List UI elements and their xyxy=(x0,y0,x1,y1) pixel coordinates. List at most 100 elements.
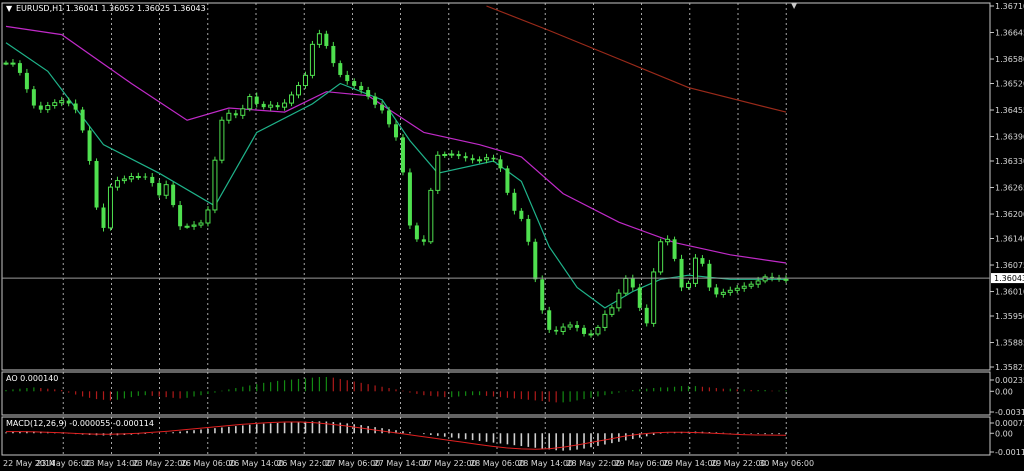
candle-body-up xyxy=(226,112,232,121)
candle-body-up xyxy=(449,153,455,156)
price-tick-label: 1.36140 xyxy=(995,235,1024,244)
candle-body-up xyxy=(484,157,490,161)
candle-body-down xyxy=(637,287,642,308)
candle-body-up xyxy=(665,238,671,243)
dropdown-arrow-icon[interactable]: ▼ xyxy=(6,4,13,13)
candle-body-down xyxy=(505,168,510,193)
candle-body-down xyxy=(407,172,412,226)
candle-body-down xyxy=(400,137,405,173)
candle-body-down xyxy=(373,96,378,105)
price-tick-label: 1.36265 xyxy=(995,184,1024,193)
candle-body-down xyxy=(359,85,364,91)
ao-tick-label: 0.00 xyxy=(995,387,1013,396)
candle-body-down xyxy=(512,192,517,211)
macd-tick-label: 0.000727 xyxy=(995,419,1024,428)
candle-body-up xyxy=(755,280,761,285)
candle-body-down xyxy=(679,258,684,288)
candle-body-down xyxy=(178,205,183,227)
candle-body-up xyxy=(658,241,664,273)
candle-body-down xyxy=(345,74,350,82)
candle-body-down xyxy=(380,104,385,111)
time-tick-label: 28 May 14:00 xyxy=(518,459,573,468)
candle-body-down xyxy=(421,239,426,242)
candle-body-down xyxy=(414,225,419,240)
macd-signal-line xyxy=(6,421,787,450)
candle-body-down xyxy=(233,113,238,116)
candle-body-down xyxy=(582,327,587,334)
candle-body-down xyxy=(554,329,559,332)
price-tick-label: 1.36200 xyxy=(995,210,1024,219)
candle-body-up xyxy=(184,225,190,228)
candle-body-up xyxy=(52,102,58,107)
candle-body-up xyxy=(609,307,615,315)
price-tick-label: 1.36710 xyxy=(995,2,1024,11)
candle-body-down xyxy=(143,176,148,178)
candle-body-up xyxy=(114,180,120,188)
candle-body-up xyxy=(163,184,169,196)
candle-body-up xyxy=(240,108,246,116)
candle-body-up xyxy=(219,119,225,161)
candle-body-down xyxy=(770,276,775,278)
candle-body-down xyxy=(87,130,92,162)
candle-body-down xyxy=(331,45,336,64)
candle-body-up xyxy=(45,105,51,111)
time-tick-label: 23 May 22:00 xyxy=(133,459,188,468)
candle-body-up xyxy=(741,285,747,289)
macd-histogram xyxy=(5,421,787,451)
candle-body-down xyxy=(575,324,580,328)
candle-body-up xyxy=(316,33,322,45)
candle-body-up xyxy=(247,96,253,110)
candle-body-down xyxy=(101,207,106,228)
candle-body-up xyxy=(302,74,308,87)
candle-body-up xyxy=(10,62,16,65)
candle-body-up xyxy=(602,313,608,328)
shift-marker-icon[interactable]: ▼ xyxy=(791,1,798,10)
candle-body-down xyxy=(157,183,162,196)
candle-body-up xyxy=(435,154,441,191)
ao-title: AO 0.000140 xyxy=(6,374,58,383)
macd-pane-frame xyxy=(1,416,991,456)
price-tick-label: 1.36075 xyxy=(995,261,1024,270)
candle-body-up xyxy=(686,282,691,288)
candle-body-down xyxy=(547,310,552,330)
candle-body-up xyxy=(783,278,789,281)
candle-body-down xyxy=(394,124,398,138)
candle-body-down xyxy=(533,241,538,280)
candle-body-up xyxy=(428,189,434,243)
candle-body-down xyxy=(498,159,503,169)
price-tick-label: 1.35950 xyxy=(995,312,1024,321)
candle-body-down xyxy=(644,307,649,324)
current-price-label: 1.36043 xyxy=(994,274,1024,283)
grid-lines xyxy=(62,3,787,455)
macd-tick-label: 0.00 xyxy=(995,429,1013,438)
candle-body-up xyxy=(560,326,566,333)
candle-body-down xyxy=(491,157,496,160)
candle-body-up xyxy=(616,292,622,309)
candle-body-down xyxy=(171,184,176,206)
price-tick-label: 1.36390 xyxy=(995,133,1024,142)
main-pane-frame xyxy=(1,2,991,371)
time-tick-label: 28 May 22:00 xyxy=(566,459,621,468)
time-tick-label: 27 May 14:00 xyxy=(374,459,429,468)
candle-body-up xyxy=(128,176,134,180)
price-tick-label: 1.36455 xyxy=(995,106,1024,115)
candle-body-down xyxy=(519,210,524,219)
time-tick-label: 22 May 2014 xyxy=(3,459,55,468)
ma-mid-line xyxy=(5,25,787,264)
candle-body-up xyxy=(3,62,9,65)
price-axis: 1.36710 1.36645 1.36580 1.36520 1.36455 1.363… xyxy=(990,2,1024,457)
candle-body-up xyxy=(692,257,698,284)
candle-body-down xyxy=(17,63,22,73)
candle-body-down xyxy=(470,158,475,161)
candle-body-down xyxy=(707,263,712,288)
time-tick-label: 26 May 22:00 xyxy=(277,459,332,468)
candle-body-up xyxy=(296,85,301,96)
candle-body-up xyxy=(212,159,218,211)
candle-body-down xyxy=(700,258,705,264)
candle-body-down xyxy=(275,105,280,108)
candle-body-up xyxy=(289,94,295,104)
time-tick-label: 27 May 22:00 xyxy=(422,459,477,468)
ao-pane-frame xyxy=(1,371,991,416)
chart-title: EURUSD,H1 1.36041 1.36052 1.36025 1.3604… xyxy=(16,4,206,13)
